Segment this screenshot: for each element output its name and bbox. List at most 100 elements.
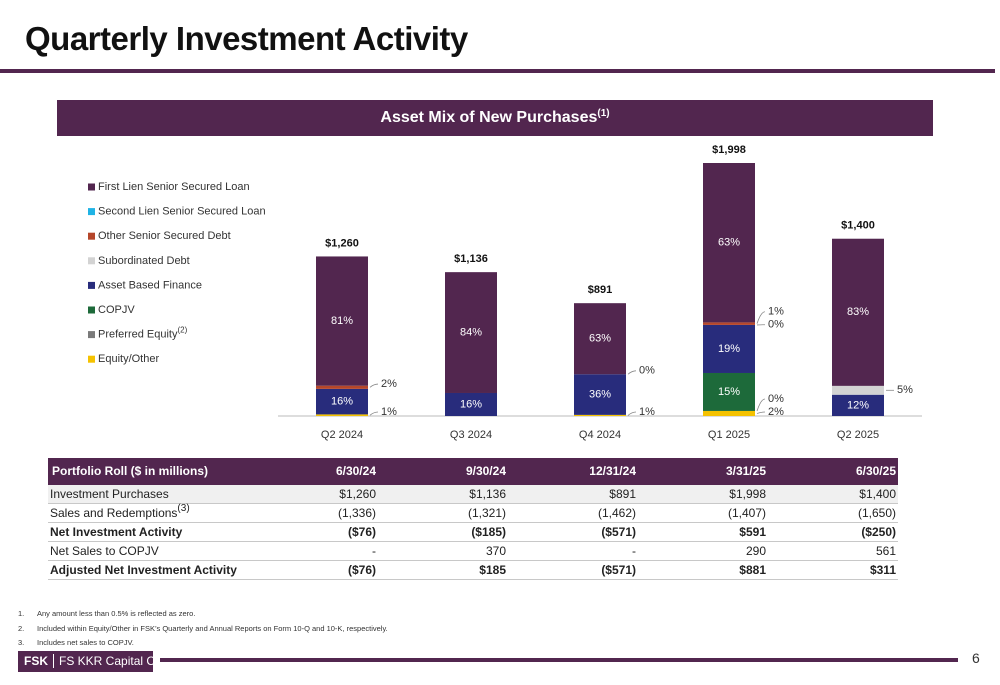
total-label: $891 (588, 284, 612, 296)
footnote: 3. Includes net sales to COPJV. (18, 638, 134, 647)
segment-label: 63% (589, 333, 611, 345)
row-label-note: (3) (177, 503, 190, 514)
chart: First Lien Senior Secured Loan Second Lie… (88, 144, 922, 441)
table-cell: - (372, 544, 376, 558)
footer-ticker: FSK (24, 654, 48, 668)
table-row: Investment Purchases $1,260 $1,136 $891 $1,9… (48, 485, 898, 504)
table-header: Portfolio Roll ($ in millions) 6/30/24 9/3… (48, 458, 898, 485)
leader-line (369, 383, 379, 388)
segment-label: 2% (768, 406, 784, 418)
header-cell: 9/30/24 (465, 464, 506, 478)
x-tick-label: Q4 2024 (579, 429, 621, 441)
table-row: Net Investment Activity ($76) ($185) ($571)… (48, 523, 898, 542)
table-cell: $1,400 (859, 487, 896, 501)
title-rule (0, 69, 995, 73)
portfolio-table: Portfolio Roll ($ in millions) 6/30/24 9/3… (48, 458, 898, 580)
footnote-number: 3. (18, 638, 25, 647)
segment-label: 16% (460, 398, 482, 410)
footnote-number: 2. (18, 623, 25, 633)
legend-label: Second Lien Senior Secured Loan (98, 206, 266, 218)
page-number: 6 (972, 650, 980, 666)
legend-text: COPJV (98, 304, 135, 316)
footer-rule (160, 658, 958, 662)
legend-text: Other Senior Secured Debt (98, 230, 231, 242)
table-cell: (1,407) (727, 506, 766, 520)
leader-line (756, 311, 766, 324)
row-label: Net Sales to COPJV (50, 542, 159, 560)
table-cell: $881 (739, 563, 766, 577)
legend-label: Other Senior Secured Debt (98, 230, 231, 242)
footnote-text: Included within Equity/Other in FSK’s Qu… (37, 623, 388, 633)
footnote: 1. Any amount less than 0.5% is reflected… (18, 609, 195, 618)
table-cell: $1,260 (339, 487, 376, 501)
table-cell: ($571) (601, 525, 636, 539)
table-cell: $1,998 (729, 487, 766, 501)
row-label-text: Sales and Redemptions (50, 506, 178, 520)
segment-label: 83% (847, 306, 869, 318)
segment-label: 2% (381, 378, 397, 390)
segment-label: 36% (589, 388, 611, 400)
bar-segment (832, 238, 884, 386)
segment-label: 12% (847, 399, 869, 411)
leader-line (627, 370, 637, 375)
footer-logo: FSK FS KKR Capital Corp. (18, 651, 176, 672)
segment-label: 0% (639, 365, 655, 377)
bar-segment (703, 372, 755, 411)
segment-label: 19% (718, 343, 740, 355)
legend-swatch (88, 355, 95, 363)
footnote-text: Any amount less than 0.5% is reflected a… (37, 609, 196, 618)
segment-label: 0% (768, 319, 784, 331)
segment-label: 81% (331, 315, 353, 327)
table-row: Net Sales to COPJV - 370 - 290 561 (48, 542, 898, 561)
segment-label: 1% (768, 306, 784, 318)
leader-line (756, 411, 766, 414)
segment-label: 16% (331, 396, 353, 408)
table-cell: $591 (739, 525, 766, 539)
total-label: $1,998 (712, 144, 746, 156)
row-label-text: Net Sales to COPJV (50, 544, 159, 558)
legend-swatch (88, 183, 95, 191)
footnote-text: Includes net sales to COPJV. (37, 638, 134, 647)
table-row: Adjusted Net Investment Activity ($76) $18… (48, 561, 898, 580)
segment-label: 5% (897, 384, 913, 396)
x-tick-label: Q1 2025 (708, 429, 750, 441)
total-label: $1,400 (841, 220, 875, 232)
segment-label: 1% (639, 406, 655, 418)
total-label: $1,260 (325, 237, 359, 249)
legend-swatch (88, 306, 95, 314)
row-label-text: Adjusted Net Investment Activity (50, 563, 237, 577)
footnote: 2. Included within Equity/Other in FSK’s … (18, 624, 388, 633)
bar-segment (316, 256, 368, 386)
legend-note: (2) (177, 326, 187, 335)
table-cell: 290 (745, 544, 766, 558)
table-cell: ($250) (861, 525, 896, 539)
bar-segment (574, 303, 626, 375)
header-cell: 3/31/25 (725, 464, 766, 478)
segment-label: 1% (381, 406, 397, 418)
table-cell: ($571) (601, 563, 636, 577)
header-cell: 6/30/24 (335, 464, 376, 478)
row-label: Adjusted Net Investment Activity (50, 561, 237, 579)
bar-segment (316, 388, 368, 415)
legend-label: First Lien Senior Secured Loan (98, 181, 250, 193)
x-tick-label: Q2 2025 (837, 429, 879, 441)
bar-segment (703, 163, 755, 323)
legend-text: Subordinated Debt (98, 255, 190, 267)
table-cell: (1,321) (467, 506, 506, 520)
table-cell: - (632, 544, 636, 558)
legend-swatch (88, 232, 95, 240)
chart-title: Asset Mix of New Purchases (380, 109, 598, 126)
table-cell: ($76) (347, 563, 376, 577)
table-cell: 561 (875, 544, 896, 558)
bar-segment (832, 385, 884, 395)
row-label: Sales and Redemptions(3) (50, 504, 190, 522)
bar-segment (445, 392, 497, 416)
row-label: Investment Purchases (50, 485, 169, 503)
table-cell: 370 (485, 544, 506, 558)
legend-swatch (88, 281, 95, 289)
legend-label: Subordinated Debt (98, 255, 190, 267)
bar-segment (316, 385, 368, 389)
legend-swatch (88, 331, 95, 339)
table-cell: $1,136 (469, 487, 506, 501)
legend-text: Equity/Other (98, 353, 159, 365)
